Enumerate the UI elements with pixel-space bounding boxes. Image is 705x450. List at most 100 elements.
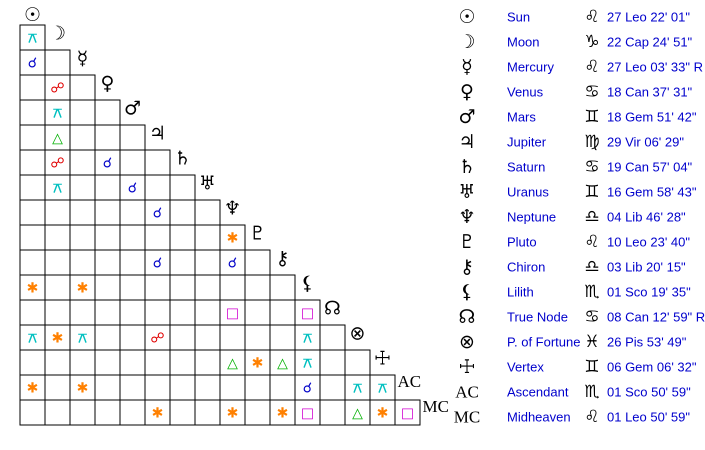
aspect-symbol: ⚻ <box>28 31 37 47</box>
grid-cell <box>69 199 96 226</box>
planet-glyph: ☊ <box>324 298 341 320</box>
grid-cell <box>169 224 196 251</box>
planet-position: 04 Lib 46' 28" <box>607 210 686 225</box>
aspect-symbol: ⚻ <box>28 331 37 347</box>
aspect-symbol: ⚻ <box>303 356 312 372</box>
planet-position: 03 Lib 20' 15" <box>607 260 686 275</box>
planet-name: Neptune <box>507 210 556 225</box>
planet-position: 19 Can 57' 04" <box>607 160 693 175</box>
aspect-symbol: ✱ <box>277 406 289 422</box>
grid-cell <box>44 374 71 401</box>
grid-cell <box>219 324 246 351</box>
planet-glyph: ♇ <box>249 223 266 245</box>
planet-name: Midheaven <box>507 410 571 425</box>
grid-cell <box>219 274 246 301</box>
grid-cell <box>69 249 96 276</box>
aspect-symbol: △ <box>277 356 288 372</box>
aspect-symbol: ☌ <box>228 256 237 272</box>
grid-cell <box>219 374 246 401</box>
planet-glyph: ♆ <box>224 198 241 220</box>
grid-cell <box>144 374 171 401</box>
grid-cell <box>69 349 96 376</box>
grid-cell <box>69 124 96 151</box>
planet-glyph: ♆ <box>458 206 475 228</box>
grid-cell <box>69 99 96 126</box>
grid-cell <box>244 399 271 426</box>
grid-cell <box>194 349 221 376</box>
planet-name: Saturn <box>507 160 545 175</box>
aspect-symbol: □ <box>301 306 314 322</box>
planet-name: Uranus <box>507 185 549 200</box>
grid-cell <box>244 274 271 301</box>
sign-glyph: ♏ <box>584 382 599 402</box>
aspect-symbol: ✱ <box>52 331 64 347</box>
aspect-symbol: ☍ <box>50 81 64 97</box>
grid-cell <box>44 199 71 226</box>
planet-name: Mars <box>507 110 536 125</box>
aspect-symbol: ✱ <box>227 231 239 247</box>
planet-glyph: ☊ <box>459 306 476 328</box>
planet-position: 26 Pis 53' 49" <box>607 335 687 350</box>
grid-cell <box>44 399 71 426</box>
aspect-symbol: ☌ <box>153 206 162 222</box>
planet-glyph: ☩ <box>374 348 391 370</box>
grid-cell <box>44 49 71 76</box>
aspect-symbol: ☌ <box>128 181 137 197</box>
grid-cell <box>369 374 396 401</box>
grid-cell <box>344 349 371 376</box>
sign-glyph: ♎ <box>584 257 599 277</box>
planet-glyph: ♄ <box>174 148 191 170</box>
aspect-symbol: △ <box>352 406 363 422</box>
aspect-symbol: ☌ <box>103 156 112 172</box>
grid-cell <box>119 199 146 226</box>
aspect-symbol: ☍ <box>50 156 64 172</box>
aspect-symbol: ☌ <box>153 256 162 272</box>
grid-cell <box>44 349 71 376</box>
grid-cell <box>194 374 221 401</box>
planet-glyph: ⊗ <box>350 323 366 345</box>
sign-glyph: ♊ <box>584 357 599 377</box>
planet-glyph: ☽ <box>458 31 475 53</box>
planet-glyph: ⚸ <box>460 281 474 303</box>
grid-cell <box>69 224 96 251</box>
planet-glyph: ☿ <box>77 48 89 70</box>
grid-cell <box>44 174 71 201</box>
sign-glyph: ♌ <box>584 232 599 252</box>
planet-name: Pluto <box>507 235 537 250</box>
planet-glyph: MC <box>423 397 449 416</box>
aspect-symbol: ⚻ <box>353 381 362 397</box>
sign-glyph: ♓ <box>584 332 599 352</box>
grid-cell <box>19 399 46 426</box>
aspect-symbol: ✱ <box>377 406 389 422</box>
grid-cell <box>194 274 221 301</box>
grid-cell <box>219 299 246 326</box>
grid-cell <box>94 374 121 401</box>
aspect-symbol: □ <box>226 306 239 322</box>
planet-glyph: ♇ <box>458 231 475 253</box>
planet-glyph: ⚷ <box>460 256 474 278</box>
grid-cell <box>194 399 221 426</box>
grid-cell <box>94 99 121 126</box>
planet-name: Venus <box>507 85 544 100</box>
planet-position: 01 Leo 50' 59" <box>607 410 690 425</box>
planet-name: True Node <box>507 310 568 325</box>
grid-cell <box>294 399 321 426</box>
aspect-symbol: ✱ <box>252 356 264 372</box>
grid-cell <box>94 274 121 301</box>
grid-cell <box>69 174 96 201</box>
planet-glyph: ♃ <box>458 131 475 153</box>
aspect-symbol: ⚻ <box>378 381 387 397</box>
grid-cell <box>69 299 96 326</box>
planet-name: Mercury <box>507 60 554 75</box>
sign-glyph: ♍ <box>584 132 599 152</box>
grid-cell <box>119 149 146 176</box>
grid-cell <box>94 349 121 376</box>
grid-cell <box>94 399 121 426</box>
grid-cell <box>44 149 71 176</box>
planet-glyph: ♂ <box>458 106 475 128</box>
grid-cell <box>219 224 246 251</box>
grid-cell <box>119 299 146 326</box>
sign-glyph: ♎ <box>584 207 599 227</box>
grid-cell <box>19 74 46 101</box>
planet-position: 16 Gem 58' 43" <box>607 185 697 200</box>
